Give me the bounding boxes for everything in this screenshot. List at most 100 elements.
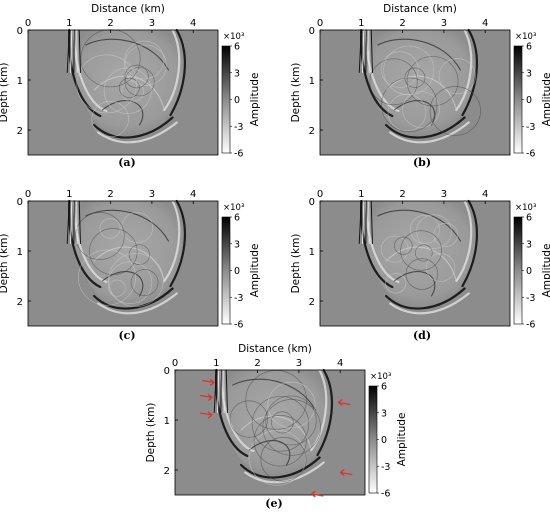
red-arrow	[338, 401, 351, 406]
reflector-arc	[163, 199, 181, 283]
texture-ring	[262, 399, 321, 456]
colorbar-tick-label: 6	[234, 42, 240, 53]
x-tick-label: 4	[190, 18, 196, 29]
texture-ring	[251, 396, 310, 452]
x-tick-label: 3	[441, 18, 447, 29]
reflector-arc	[385, 75, 457, 111]
plot-frame	[174, 369, 366, 496]
texture-ring	[404, 67, 426, 88]
colorbar	[513, 216, 523, 325]
x-tick-label: 2	[399, 189, 405, 200]
plot-frame	[319, 200, 511, 327]
red-arrow	[200, 412, 213, 416]
y-tick-label: 2	[309, 126, 315, 137]
y-tick-label: 2	[309, 297, 315, 308]
colorbar	[368, 385, 378, 494]
y-tick-label: 0	[309, 26, 315, 37]
caption-b: (b)	[412, 156, 432, 169]
texture-ring	[89, 228, 138, 276]
flank-streak	[70, 29, 73, 73]
texture-ring	[380, 51, 419, 88]
texture-ring	[383, 45, 435, 96]
reflectors	[66, 199, 187, 315]
reflector-arc	[92, 287, 174, 310]
flank-streak	[66, 200, 70, 244]
reflector-arc	[377, 38, 461, 71]
y-tick-label: 2	[17, 126, 23, 137]
x-tick-label: 4	[190, 189, 196, 200]
colorbar-label: Amplitude	[249, 244, 261, 298]
x-tick-label: 0	[25, 18, 31, 29]
reflector-arc	[169, 28, 187, 117]
reflectors	[66, 28, 187, 144]
reflectors	[213, 368, 334, 486]
colorbar-tick-label: -6	[526, 320, 535, 331]
x-tick-label: 2	[107, 18, 113, 29]
texture-ring	[245, 370, 307, 430]
red-arrow-head	[209, 379, 215, 386]
colorbar-tick-label: -3	[526, 293, 535, 304]
x-tick-label: 4	[337, 358, 343, 369]
x-axis-label: Distance (km)	[383, 3, 457, 15]
y-axis-label: Depth (km)	[290, 63, 302, 123]
colorbar-exponent: ×10³	[370, 372, 391, 382]
colorbar-tick-label: -3	[234, 122, 243, 133]
x-tick-label: 0	[172, 358, 178, 369]
red-arrow	[200, 394, 213, 399]
red-arrow-head	[339, 469, 345, 476]
texture-ring	[121, 80, 144, 103]
colorbar-label: Amplitude	[541, 244, 550, 298]
reflector-arc	[389, 292, 470, 315]
flank-streak	[362, 29, 365, 73]
reflector-arc	[393, 100, 436, 126]
reflectors	[358, 28, 481, 144]
x-tick-label: 3	[296, 358, 302, 369]
x-tick-label: 4	[482, 189, 488, 200]
flank-streak	[78, 200, 81, 244]
caption-a: (a)	[118, 156, 136, 169]
flank-streak	[78, 29, 81, 73]
colorbar-tick-label: -6	[234, 149, 243, 160]
caption-d: (d)	[412, 329, 432, 342]
texture-ring	[369, 58, 418, 106]
caption-e: (e)	[265, 497, 283, 510]
texture-ring	[406, 56, 459, 107]
x-tick-label: 1	[358, 18, 364, 29]
colorbar-exponent: ×10³	[223, 32, 244, 42]
reflector-arc	[360, 199, 394, 289]
colorbar-tick-label: -3	[381, 462, 390, 473]
x-tick-label: 1	[66, 189, 72, 200]
colorbar-tick-label: 6	[526, 213, 532, 224]
colorbar	[221, 45, 231, 154]
colorbar-tick-label: 0	[234, 95, 240, 106]
reflector-arc	[239, 456, 321, 479]
texture-ring	[394, 236, 413, 255]
y-tick-label: 0	[164, 366, 170, 377]
colorbar	[221, 216, 231, 325]
reflector-arc	[455, 28, 473, 112]
y-tick-label: 0	[309, 197, 315, 208]
y-tick-label: 1	[309, 76, 315, 87]
y-tick-label: 0	[17, 197, 23, 208]
colorbar-tick-label: -6	[526, 149, 535, 160]
x-tick-label: 2	[107, 189, 113, 200]
reflector-arc	[93, 246, 165, 282]
colorbar	[513, 45, 523, 154]
flank-streak	[370, 200, 373, 244]
texture-ring	[414, 244, 433, 262]
reflector-arc	[232, 378, 316, 411]
texture-ring	[381, 77, 438, 133]
texture-ring	[260, 437, 307, 482]
texture-ring	[429, 86, 481, 136]
y-axis-label: Depth (km)	[0, 234, 10, 294]
texture-ring	[124, 64, 149, 89]
red-arrow-head	[337, 399, 343, 406]
colorbar-tick-label: 0	[526, 266, 532, 277]
texture-ring	[76, 54, 138, 114]
reflector-arc	[385, 246, 457, 282]
caption-c: (c)	[118, 329, 136, 342]
reflector-arc	[215, 368, 249, 458]
x-tick-label: 1	[66, 18, 72, 29]
x-tick-label: 3	[149, 189, 155, 200]
